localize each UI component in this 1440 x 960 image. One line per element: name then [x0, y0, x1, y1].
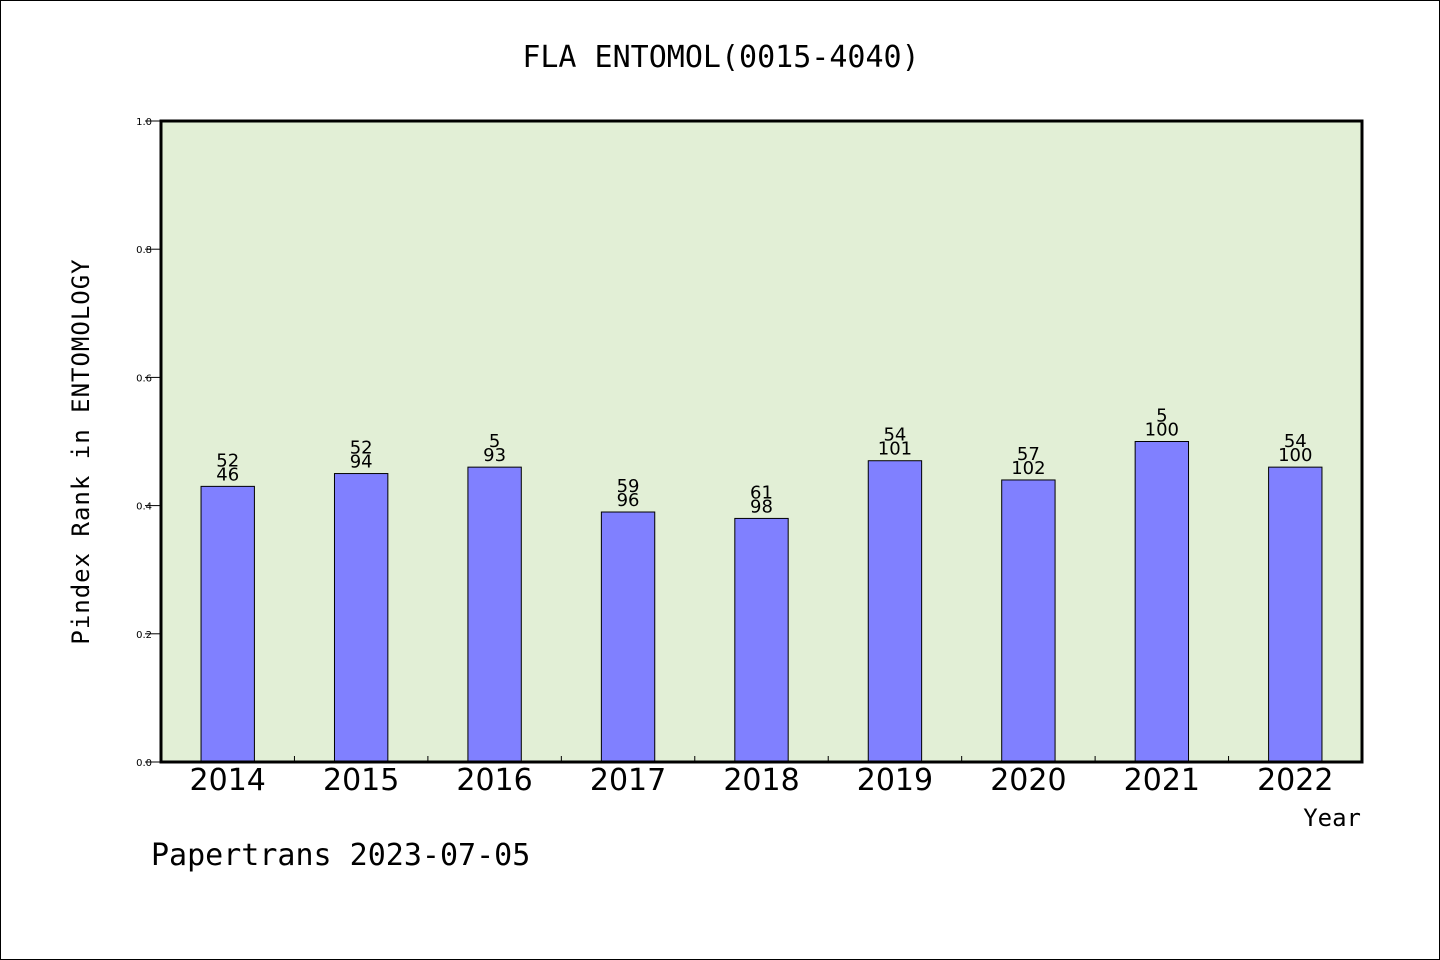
y-tick-label: 0.0	[136, 758, 152, 769]
y-tick-label: 0.4	[136, 502, 152, 513]
bar-2022	[1268, 466, 1323, 763]
x-tick-label: 2022	[1257, 763, 1333, 798]
bar-2019	[867, 460, 923, 763]
data-label-rank: 52	[350, 438, 373, 459]
data-label-rank: 54	[1284, 431, 1307, 452]
x-tick-label: 2018	[723, 763, 799, 798]
chart-title: FLA ENTOMOL(0015-4040)	[522, 40, 919, 75]
data-label-total: 93	[483, 445, 506, 466]
bar-2017	[600, 511, 656, 763]
bar-2020	[1001, 479, 1056, 763]
data-label-rank: 5	[1156, 406, 1167, 427]
x-axis: 2014 2015 2016 2017 2018 2019 2020 2021 2022	[190, 756, 1333, 798]
y-axis-label: Pindex Rank in ENTOMOLOGY	[67, 258, 95, 644]
data-label-total: 100	[1278, 445, 1312, 466]
data-label-total: 101	[878, 439, 912, 460]
data-label-rank: 57	[1017, 444, 1040, 465]
y-tick-label: 0.8	[136, 245, 152, 256]
x-tick-label: 2015	[323, 763, 399, 798]
data-label-total: 98	[750, 496, 773, 517]
data-label-rank: 59	[617, 476, 640, 497]
x-tick-label: 2020	[990, 763, 1066, 798]
x-tick-label: 2016	[456, 763, 532, 798]
bar-2021	[1134, 441, 1190, 763]
data-label-total: 96	[617, 490, 640, 511]
bar-2016	[467, 466, 522, 763]
y-tick-label: 0.2	[136, 630, 152, 641]
y-axis: 0.0 0.2 0.4 0.6 0.8 1.0	[136, 117, 161, 769]
x-tick-label: 2017	[590, 763, 666, 798]
x-tick-label: 2019	[857, 763, 933, 798]
data-label-rank: 54	[883, 425, 906, 446]
plot-border	[159, 119, 1364, 764]
data-label-total: 102	[1011, 458, 1045, 479]
data-label-rank: 52	[216, 450, 239, 471]
data-label-total: 46	[216, 464, 239, 485]
data-label-rank: 61	[750, 482, 773, 503]
bars-layer	[200, 441, 1323, 763]
x-tick-label: 2014	[190, 763, 266, 798]
bar-2014	[200, 485, 255, 763]
data-label-total: 100	[1145, 420, 1179, 441]
data-label-total: 94	[350, 452, 373, 473]
bar-2018	[734, 517, 789, 763]
y-tick-label: 0.6	[136, 373, 152, 384]
y-tick-label: 1.0	[136, 117, 152, 128]
footer-credit: Papertrans 2023-07-05	[151, 838, 530, 873]
data-label-rank: 5	[489, 431, 500, 452]
bar-2015	[333, 473, 389, 763]
x-tick-label: 2021	[1124, 763, 1200, 798]
x-axis-label: Year	[1303, 804, 1361, 832]
